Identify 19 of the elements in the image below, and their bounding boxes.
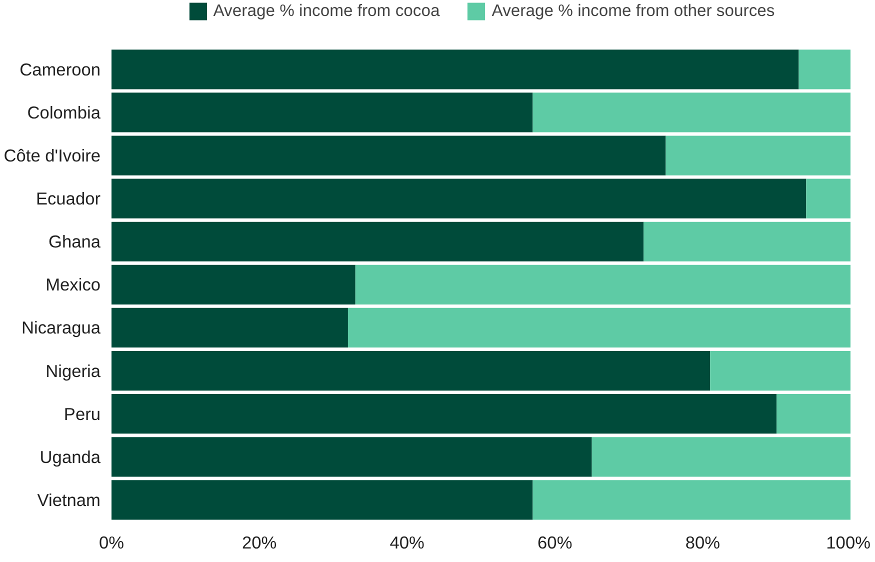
x-tick-label: 100% [826, 532, 871, 552]
y-tick-label: Ghana [48, 232, 101, 252]
y-tick-label: Colombia [27, 102, 101, 122]
x-tick-label: 40% [390, 532, 424, 552]
y-tick-label: Côte d'Ivoire [4, 146, 101, 166]
x-tick-label: 60% [538, 532, 572, 552]
y-tick-label: Cameroon [20, 59, 100, 80]
y-tick-label: Mexico [46, 274, 101, 295]
y-tick-label: Uganda [40, 446, 101, 467]
y-tick-label: Ecuador [36, 188, 101, 209]
y-tick-label: Nicaragua [22, 318, 101, 338]
y-tick-label: Nigeria [46, 360, 101, 381]
x-tick-label: 0% [98, 532, 124, 552]
y-tick-label: Peru [64, 404, 101, 424]
legend-label: Average % income from other sources [492, 1, 775, 21]
x-tick-label: 80% [685, 532, 720, 552]
x-tick-label: 20% [242, 532, 277, 552]
y-tick-label: Vietnam [37, 490, 101, 510]
legend-label: Average % income from cocoa [213, 1, 440, 21]
